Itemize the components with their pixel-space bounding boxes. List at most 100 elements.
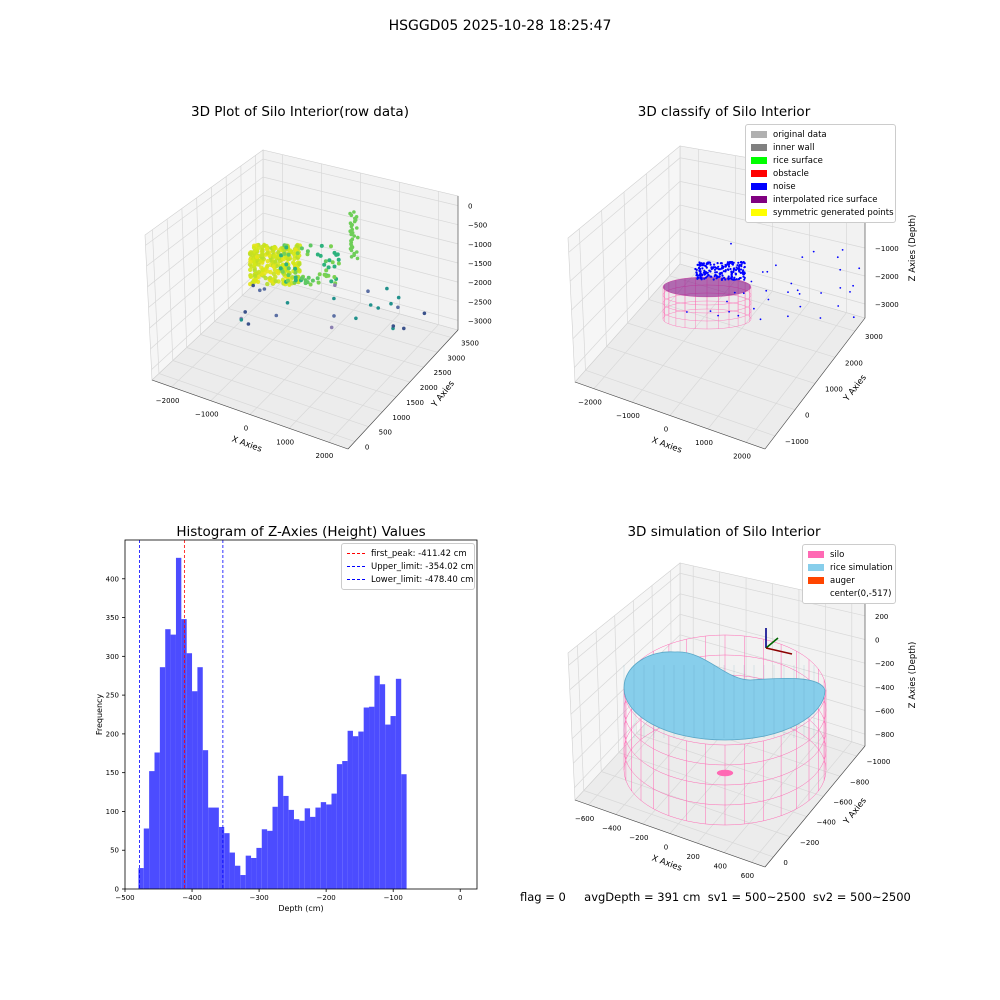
raw-point (286, 273, 291, 278)
cls-noise-point (718, 268, 721, 271)
cls-noise-point (734, 272, 737, 275)
cls-noise-point (696, 277, 699, 280)
raw-ztick-label: −2000 (468, 279, 492, 287)
raw-point (329, 279, 334, 284)
histogram-bar (143, 828, 150, 889)
histogram-bar (385, 724, 391, 889)
raw-point (352, 210, 356, 214)
cls-noise-point (820, 292, 822, 294)
raw-grid-y (214, 321, 410, 383)
histogram-legend: first_peak: -411.42 cm Upper_limit: -354.… (341, 543, 475, 590)
cls-noise-point (729, 267, 732, 271)
cls-noise-point (733, 278, 736, 281)
histogram-bar (310, 816, 316, 889)
cls-grid-z (574, 251, 866, 368)
sim-grid-x (751, 741, 853, 863)
sim-ytick-label: 0 (783, 859, 787, 867)
sim-axis-arrow-x (765, 647, 793, 655)
cls-noise-point (841, 249, 844, 251)
histogram-ytick-label: 100 (106, 808, 119, 816)
sim-ytick-label: −200 (800, 839, 819, 847)
cls-ztick-label: −3000 (875, 301, 899, 309)
raw-point (349, 248, 354, 253)
histogram-xtick-label: 0 (458, 894, 462, 902)
raw-point (248, 281, 253, 287)
cls-noise-point (721, 267, 724, 270)
raw-point (284, 262, 289, 267)
raw-grid-z (148, 212, 459, 308)
histogram-bar (347, 730, 353, 889)
raw-point (293, 270, 298, 275)
raw-point (291, 260, 296, 265)
raw-point (303, 281, 308, 286)
cls-noise-point (737, 269, 741, 272)
cls-noise-point (695, 274, 698, 277)
cls-grid-y (627, 322, 816, 384)
raw-ytick-label: 3000 (447, 354, 465, 362)
raw-point (279, 253, 284, 258)
cls-noise-point (713, 263, 716, 266)
raw-left-pane (144, 149, 264, 381)
legend-label: symmetric generated points (773, 207, 894, 218)
histogram-bar (395, 678, 402, 889)
sim-xtick-label: −200 (629, 834, 648, 842)
raw-point (263, 275, 268, 281)
cls-noise-point (787, 315, 789, 318)
cls-noise-point (737, 265, 741, 269)
sim-x-axis (574, 799, 766, 868)
histogram-bar (293, 819, 300, 889)
cls-noise-point (713, 266, 716, 269)
cls-noise-point (858, 267, 861, 270)
legend-item: original data (751, 128, 890, 141)
raw-ytick-label: 1500 (406, 399, 424, 407)
legend-item: interpolated rice surface (751, 193, 890, 206)
raw-point (316, 280, 321, 285)
raw-point (272, 254, 277, 259)
raw-ztick-label: −1500 (468, 260, 492, 268)
raw-point (332, 264, 337, 269)
legend-swatch (808, 551, 824, 558)
raw-point (300, 276, 304, 281)
raw-point (290, 275, 295, 280)
raw-point (260, 248, 265, 254)
cls-noise-point (709, 310, 712, 312)
raw-point (282, 251, 287, 256)
raw-point (256, 269, 261, 275)
raw-point (285, 301, 290, 305)
cls-noise-point (727, 263, 730, 266)
raw-point (422, 311, 427, 316)
raw-point (294, 244, 299, 249)
cls-noise-point (729, 277, 732, 280)
sim-ztick-label: 200 (875, 613, 888, 621)
cls-noise-point (730, 242, 732, 245)
cls-noise-point (705, 265, 708, 268)
histogram-xlabel: Depth (cm) (278, 904, 323, 913)
legend-label: interpolated rice surface (773, 194, 878, 205)
raw-point (310, 278, 315, 283)
classify-plot-title: 3D classify of Silo Interior (637, 104, 811, 120)
raw-point (280, 269, 285, 274)
cls-noise-point (742, 292, 745, 295)
sim-y-axis (764, 745, 866, 868)
legend-label: noise (773, 181, 796, 192)
histogram-chart: −500 −400 −300 −200 −100 0 0 50 100 150 200 250 300 3… (95, 539, 478, 913)
raw-point (396, 305, 400, 310)
histogram-ytick-label: 350 (106, 614, 119, 622)
cls-noise-point (726, 300, 728, 303)
cls-grid-y (585, 369, 776, 437)
cls-ztick-label: −2000 (875, 273, 899, 281)
raw-point (330, 260, 335, 265)
legend-item: Upper_limit: -354.02 cm (347, 560, 474, 573)
cls-noise-point (698, 264, 701, 267)
sim-xtick-label: 0 (664, 844, 668, 852)
histogram-ytick-label: 400 (106, 575, 119, 583)
sim-ztick-label: −600 (875, 708, 894, 716)
cls-noise-point (706, 275, 709, 278)
cls-noise-point (740, 263, 743, 266)
sim-xtick-label: 200 (686, 853, 699, 861)
histogram-ytick-label: 50 (110, 847, 119, 855)
sim-ztick-label: −200 (875, 660, 894, 668)
cls-noise-point (686, 311, 688, 313)
raw-grid-z (147, 194, 459, 288)
cls-noise-point (699, 272, 702, 275)
